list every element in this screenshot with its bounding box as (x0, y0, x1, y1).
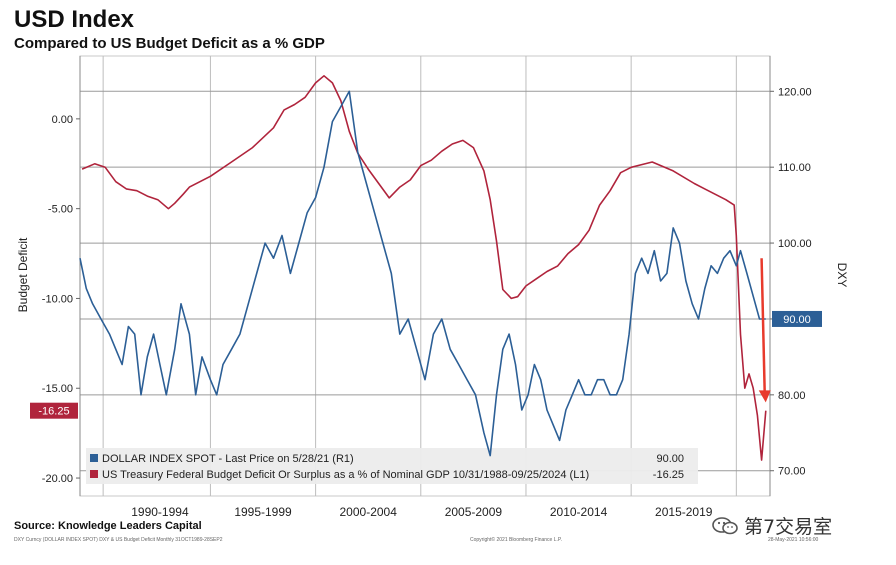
right-axis-tick-label: 100.00 (778, 238, 812, 250)
budget-deficit-line (81, 75, 767, 461)
source-note: Source: Knowledge Leaders Capital (14, 520, 202, 532)
right-axis-label: DXY (835, 263, 849, 288)
left-last-value-badge (30, 402, 78, 419)
arrow-head (758, 390, 771, 403)
legend-swatch (90, 470, 98, 478)
left-last-value-label: -16.25 (38, 406, 69, 418)
left-axis-tick-label: -20.00 (42, 473, 73, 485)
footer-left: DXY Curncy (DOLLAR INDEX SPOT) DXY & US … (14, 537, 223, 543)
right-last-value-label: 90.00 (783, 314, 811, 326)
footer-timestamp: 28-May-2021 10:56:00 (768, 537, 819, 543)
left-axis-tick-label: -10.00 (42, 293, 73, 305)
chart-title: USD Index (14, 6, 135, 33)
legend-box (86, 448, 698, 484)
watermark: 第7交易室 (712, 512, 832, 539)
left-axis-label: Budget Deficit (16, 237, 30, 312)
legend-value: -16.25 (653, 469, 684, 481)
x-tick-label: 1995-1999 (234, 505, 292, 519)
x-tick-label: 2010-2014 (550, 505, 608, 519)
footer-copyright: Copyright© 2021 Bloomberg Finance L.P. (470, 537, 562, 543)
dollar-index-line (79, 90, 766, 457)
legend-entry: US Treasury Federal Budget Deficit Or Su… (102, 469, 589, 481)
left-axis-tick-label: -15.00 (42, 383, 73, 395)
right-axis-tick-label: 80.00 (778, 390, 806, 402)
chart-subtitle: Compared to US Budget Deficit as a % GDP (14, 35, 325, 52)
right-axis-tick-label: 70.00 (778, 466, 806, 478)
left-axis-tick-label: -5.00 (48, 204, 73, 216)
watermark-text: 第7交易室 (744, 516, 833, 538)
x-tick-label: 2000-2004 (340, 505, 398, 519)
right-last-value-badge (772, 310, 822, 327)
legend-value: 90.00 (656, 453, 684, 465)
plot-area (79, 55, 771, 497)
wechat-icon (712, 516, 738, 534)
x-tick-label: 1990-1994 (131, 505, 189, 519)
legend-entry: DOLLAR INDEX SPOT - Last Price on 5/28/2… (102, 453, 354, 465)
x-tick-label: 2015-2019 (655, 505, 713, 519)
x-tick-label: 2005-2009 (445, 505, 503, 519)
arrow-shaft (760, 258, 766, 395)
right-axis-tick-label: 110.00 (778, 162, 811, 174)
right-axis-tick-label: 120.00 (778, 86, 812, 98)
legend-swatch (90, 454, 98, 462)
left-axis-tick-label: 0.00 (52, 114, 73, 126)
